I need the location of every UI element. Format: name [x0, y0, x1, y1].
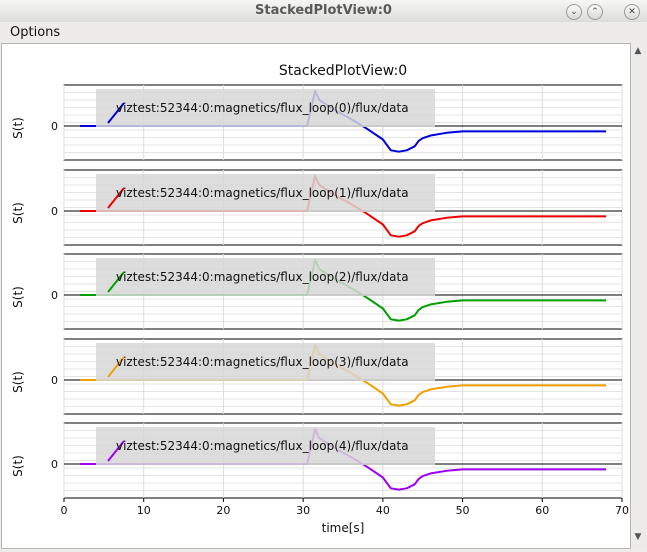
menu-options[interactable]: Options: [10, 25, 61, 40]
y-tick-label: 0: [51, 374, 58, 387]
panel-3: 0 S(t) viztest:52344:0:magnetics/flux_loop…: [11, 338, 623, 415]
legend-swatch: [107, 187, 125, 209]
menu-bar: Options: [0, 22, 647, 42]
x-tick-label: 50: [456, 504, 470, 517]
legend-box: [96, 174, 435, 212]
legend-box: [96, 89, 435, 127]
legend-box: [96, 427, 435, 465]
scroll-down-icon[interactable]: ▼: [634, 532, 642, 542]
y-tick-label: 0: [51, 120, 58, 133]
x-tick-label: 10: [137, 504, 151, 517]
x-axis: 0 10 20 30 40 50 60 70: [61, 498, 629, 517]
y-axis-label: S(t): [11, 371, 25, 393]
panel-0: 0 S(t) viztest:52344:0:magnetics/flux_loop…: [11, 84, 623, 161]
panel-2: 0 S(t) viztest:52344:0:magnetics/flux_loop…: [11, 253, 623, 330]
legend-label: viztest:52344:0:magnetics/flux_loop(4)/f…: [116, 439, 409, 453]
x-tick-label: 20: [216, 504, 230, 517]
close-button[interactable]: ✕: [624, 4, 640, 20]
y-axis-label: S(t): [11, 117, 25, 139]
x-tick-label: 40: [376, 504, 390, 517]
y-axis-label: S(t): [11, 286, 25, 308]
maximize-button[interactable]: ⌃: [587, 4, 603, 20]
legend-box: [96, 343, 435, 381]
y-tick-label: 0: [51, 458, 58, 471]
window-title: StackedPlotView:0: [255, 3, 392, 18]
legend-label: viztest:52344:0:magnetics/flux_loop(1)/f…: [116, 186, 409, 200]
x-tick-label: 60: [535, 504, 549, 517]
minimize-button[interactable]: ⌄: [566, 4, 582, 20]
plot-area: StackedPlotView:0 0 S(t) viztest:52344:0:m…: [1, 43, 631, 549]
legend-box: [96, 258, 435, 296]
x-tick-label: 0: [61, 504, 68, 517]
x-tick-label: 30: [296, 504, 310, 517]
scroll-up-icon[interactable]: ▲: [634, 46, 642, 56]
legend-swatch: [107, 102, 125, 124]
x-axis-label: time[s]: [322, 521, 365, 535]
plot-panels: 0 S(t) viztest:52344:0:magnetics/flux_loop…: [11, 84, 623, 499]
y-axis-label: S(t): [11, 202, 25, 224]
panel-4: 0 S(t) viztest:52344:0:magnetics/flux_loop…: [11, 422, 623, 499]
legend-label: viztest:52344:0:magnetics/flux_loop(3)/f…: [116, 355, 409, 369]
legend-swatch: [107, 356, 125, 378]
close-icon: ✕: [628, 7, 636, 17]
plot-title: StackedPlotView:0: [279, 63, 407, 79]
y-tick-label: 0: [51, 289, 58, 302]
stacked-plot[interactable]: StackedPlotView:0 0 S(t) viztest:52344:0:m…: [2, 44, 630, 548]
legend-label: viztest:52344:0:magnetics/flux_loop(2)/f…: [116, 270, 409, 284]
y-tick-label: 0: [51, 205, 58, 218]
legend-swatch: [107, 271, 125, 293]
y-axis-label: S(t): [11, 455, 25, 477]
panel-1: 0 S(t) viztest:52344:0:magnetics/flux_loop…: [11, 169, 623, 246]
x-tick-label: 70: [615, 504, 629, 517]
vertical-scrollbar[interactable]: ▲ ▼: [631, 43, 645, 547]
title-bar[interactable]: StackedPlotView:0 ⌄ ⌃ ✕: [0, 0, 647, 23]
chevron-up-icon: ⌃: [591, 7, 599, 17]
legend-label: viztest:52344:0:magnetics/flux_loop(0)/f…: [116, 101, 409, 115]
chevron-down-icon: ⌄: [570, 7, 578, 17]
legend-swatch: [107, 440, 125, 462]
